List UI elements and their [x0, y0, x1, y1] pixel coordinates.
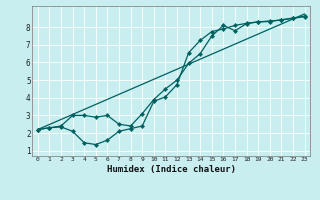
X-axis label: Humidex (Indice chaleur): Humidex (Indice chaleur)	[107, 165, 236, 174]
